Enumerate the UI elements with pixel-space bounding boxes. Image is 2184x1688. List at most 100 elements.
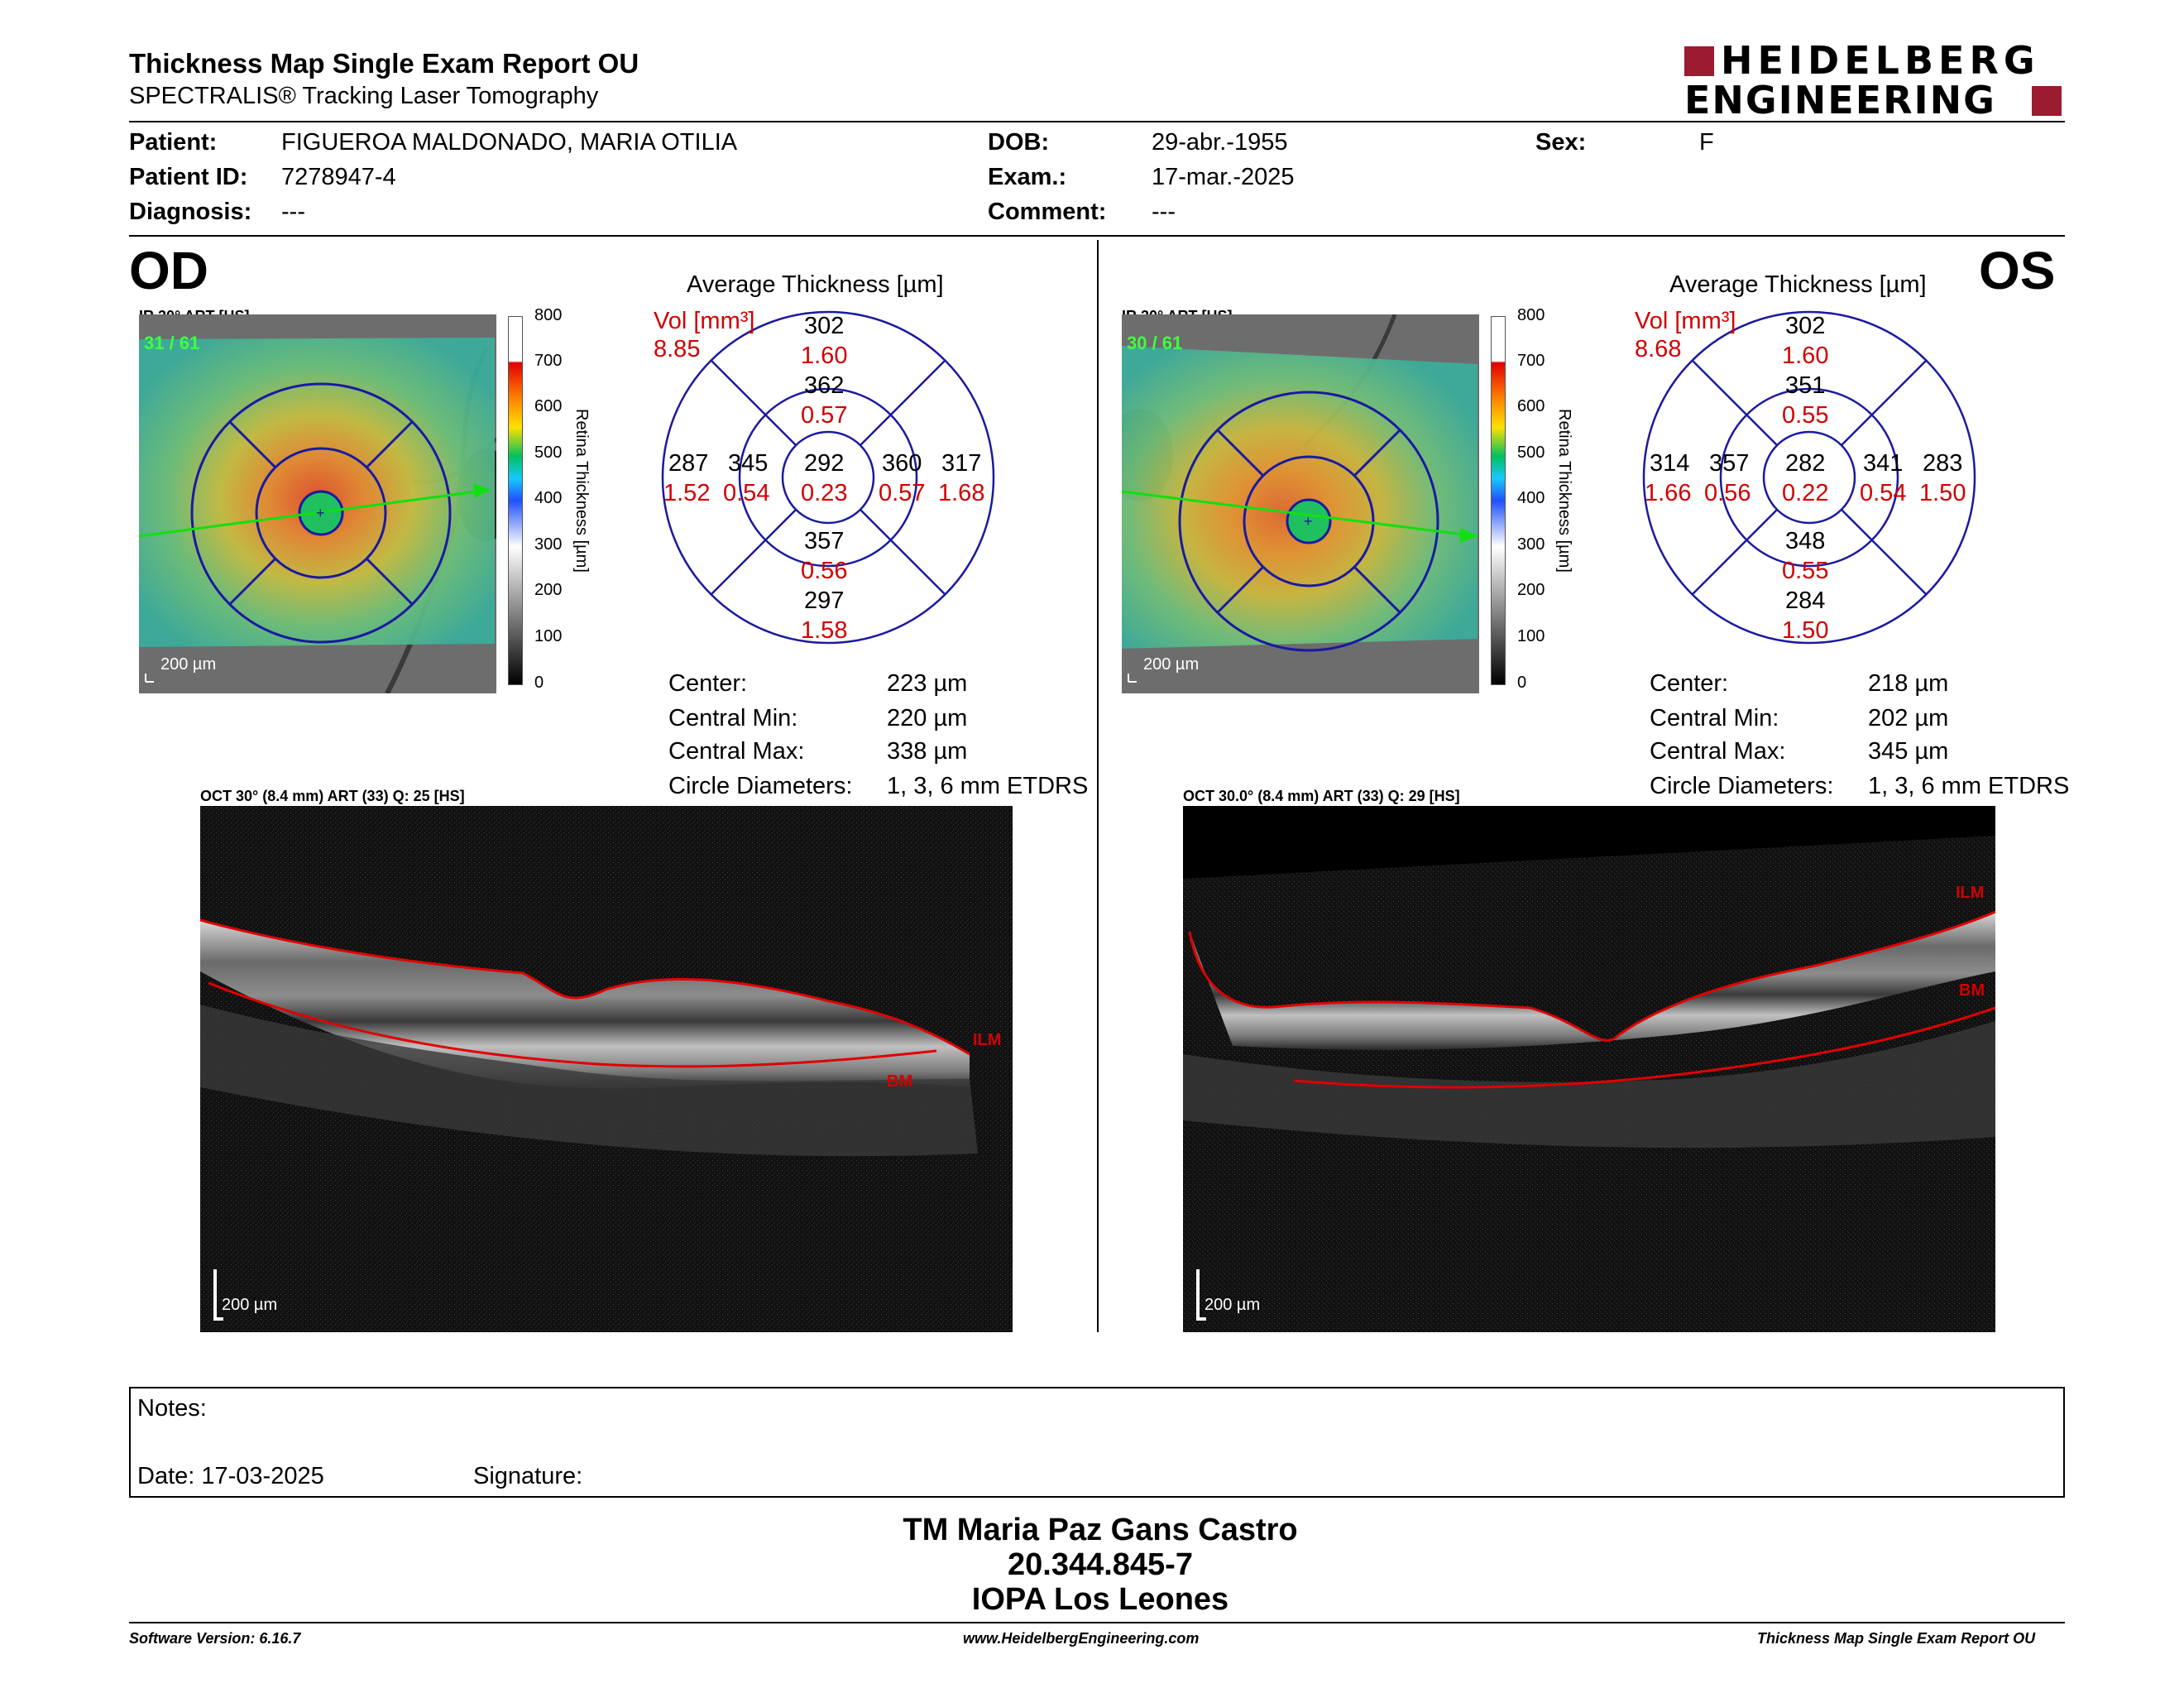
os-outer-temporal-thickness: 314 <box>1650 450 1690 477</box>
eye-divider <box>1097 240 1099 1332</box>
os-diam-value: 1, 3, 6 mm ETDRS <box>1868 773 2070 799</box>
diagnosis-value: --- <box>281 199 305 225</box>
os-fundus-scale: 200 µm <box>1143 655 1200 674</box>
comment-value: --- <box>1152 199 1176 225</box>
os-inner-inferior-thickness: 348 <box>1785 528 1826 554</box>
heidelberg-logo: HEIDELBERG ENGINEERING <box>1684 41 2065 119</box>
os-cb-tick: 0 <box>1517 674 1527 692</box>
os-max-label: Central Max: <box>1650 738 1786 765</box>
od-diam-value: 1, 3, 6 mm ETDRS <box>887 773 1089 799</box>
os-bm-label: BM <box>1959 981 1985 1000</box>
os-cb-tick: 600 <box>1517 397 1545 415</box>
od-etdrs-grid <box>661 310 995 645</box>
os-max-value: 345 µm <box>1868 738 1949 765</box>
patient-label: Patient: <box>129 129 218 156</box>
os-inner-inferior-volume: 0.55 <box>1782 558 1829 584</box>
od-inner-nasal-thickness: 345 <box>728 450 769 477</box>
os-avg-title: Average Thickness [µm] <box>1669 271 1927 298</box>
os-ilm-label: ILM <box>1956 884 1985 902</box>
od-min-label: Central Min: <box>668 705 798 731</box>
od-inner-temporal-thickness: 360 <box>882 450 922 477</box>
sex-value: F <box>1699 129 1714 156</box>
od-inner-temporal-volume: 0.57 <box>879 480 926 506</box>
od-outer-temporal-volume: 1.68 <box>938 480 985 506</box>
exam-value: 17-mar.-2025 <box>1152 164 1295 190</box>
od-inner-nasal-volume: 0.54 <box>723 480 770 506</box>
od-inner-inferior-volume: 0.56 <box>801 558 848 584</box>
od-min-value: 220 µm <box>887 705 968 731</box>
os-oct-scale: 200 µm <box>1205 1296 1261 1314</box>
od-inner-superior-thickness: 362 <box>804 372 845 399</box>
os-outer-inferior-volume: 1.50 <box>1782 617 1829 644</box>
comment-label: Comment: <box>988 199 1107 225</box>
os-frame-counter: 30 / 61 <box>1127 333 1183 353</box>
os-vol-value: 8.68 <box>1635 336 1682 362</box>
os-cb-tick: 700 <box>1517 352 1545 370</box>
od-vol-value: 8.85 <box>654 336 701 362</box>
signer-id: 20.344.845-7 <box>1008 1547 1193 1582</box>
od-max-value: 338 µm <box>887 738 968 765</box>
os-center-label: Center: <box>1650 670 1729 697</box>
od-center-value: 223 µm <box>887 670 968 697</box>
diagnosis-label: Diagnosis: <box>129 199 252 225</box>
os-center-thickness: 282 <box>1785 450 1826 477</box>
od-cb-tick: 800 <box>534 306 563 324</box>
signer-name: TM Maria Paz Gans Castro <box>903 1513 1298 1547</box>
report-title: Thickness Map Single Exam Report OU <box>129 48 639 79</box>
os-outer-temporal-volume: 1.66 <box>1645 480 1692 506</box>
od-oct-scale: 200 µm <box>222 1296 278 1314</box>
od-fundus-image: + 31 / 61 200 µm <box>139 314 496 693</box>
os-fundus-image: + 30 / 61 200 µm <box>1122 314 1479 693</box>
notes-box[interactable]: Notes: Date: 17-03-2025 Signature: <box>129 1387 2065 1498</box>
software-version: Software Version: 6.16.7 <box>129 1630 301 1647</box>
od-oct-label: OCT 30° (8.4 mm) ART (33) Q: 25 [HS] <box>200 788 465 804</box>
od-frame-counter: 31 / 61 <box>144 333 200 353</box>
patient-id: 7278947-4 <box>281 164 396 190</box>
od-cb-tick: 400 <box>534 489 563 507</box>
od-outer-nasal-volume: 1.52 <box>663 480 711 506</box>
od-max-label: Central Max: <box>668 738 805 765</box>
os-cb-tick: 800 <box>1517 306 1545 324</box>
os-colorbar-title: Retina Thickness [µm] <box>1555 409 1573 573</box>
report-subtitle: SPECTRALIS® Tracking Laser Tomography <box>129 83 599 109</box>
patient-name: FIGUEROA MALDONADO, MARIA OTILIA <box>281 129 738 156</box>
os-colorbar <box>1491 316 1506 685</box>
os-vol-label: Vol [mm³] <box>1635 308 1736 334</box>
od-cb-tick: 300 <box>534 535 563 554</box>
od-label: OD <box>129 241 208 300</box>
os-outer-superior-thickness: 302 <box>1785 313 1826 339</box>
od-cb-tick: 200 <box>534 581 563 599</box>
website-link[interactable]: www.HeidelbergEngineering.com <box>963 1630 1200 1647</box>
os-center-value: 218 µm <box>1868 670 1949 697</box>
od-diam-label: Circle Diameters: <box>668 773 853 799</box>
od-fundus-scale: 200 µm <box>160 655 217 674</box>
svg-text:+: + <box>1304 513 1313 530</box>
od-bm-label: BM <box>887 1072 913 1091</box>
os-inner-superior-thickness: 351 <box>1785 372 1826 399</box>
od-cb-tick: 500 <box>534 444 563 462</box>
os-inner-superior-volume: 0.55 <box>1782 402 1829 429</box>
os-outer-nasal-volume: 1.50 <box>1919 480 1966 506</box>
os-diam-label: Circle Diameters: <box>1650 773 1834 799</box>
od-cb-tick: 100 <box>534 627 563 645</box>
sex-label: Sex: <box>1535 129 1587 156</box>
od-cb-tick: 0 <box>534 674 544 692</box>
od-inner-inferior-thickness: 357 <box>804 528 845 554</box>
od-colorbar <box>508 316 523 685</box>
od-ilm-label: ILM <box>973 1031 1002 1049</box>
od-oct-bscan: ILM BM 200 µm <box>200 806 1013 1332</box>
signature-label: Signature: <box>473 1463 583 1489</box>
os-inner-temporal-thickness: 357 <box>1709 450 1750 477</box>
os-inner-nasal-thickness: 341 <box>1863 450 1904 477</box>
od-vol-label: Vol [mm³] <box>654 308 755 334</box>
os-outer-nasal-thickness: 283 <box>1923 450 1963 477</box>
os-outer-superior-volume: 1.60 <box>1782 343 1829 369</box>
os-oct-bscan: ILM BM 200 µm <box>1183 806 1995 1332</box>
od-center-thickness: 292 <box>804 450 845 477</box>
exam-label: Exam.: <box>988 164 1067 190</box>
od-outer-temporal-thickness: 317 <box>941 450 982 477</box>
signer-org: IOPA Los Leones <box>971 1582 1229 1617</box>
header-divider <box>129 121 2065 122</box>
od-outer-nasal-thickness: 287 <box>668 450 709 477</box>
os-cb-tick: 500 <box>1517 444 1545 462</box>
